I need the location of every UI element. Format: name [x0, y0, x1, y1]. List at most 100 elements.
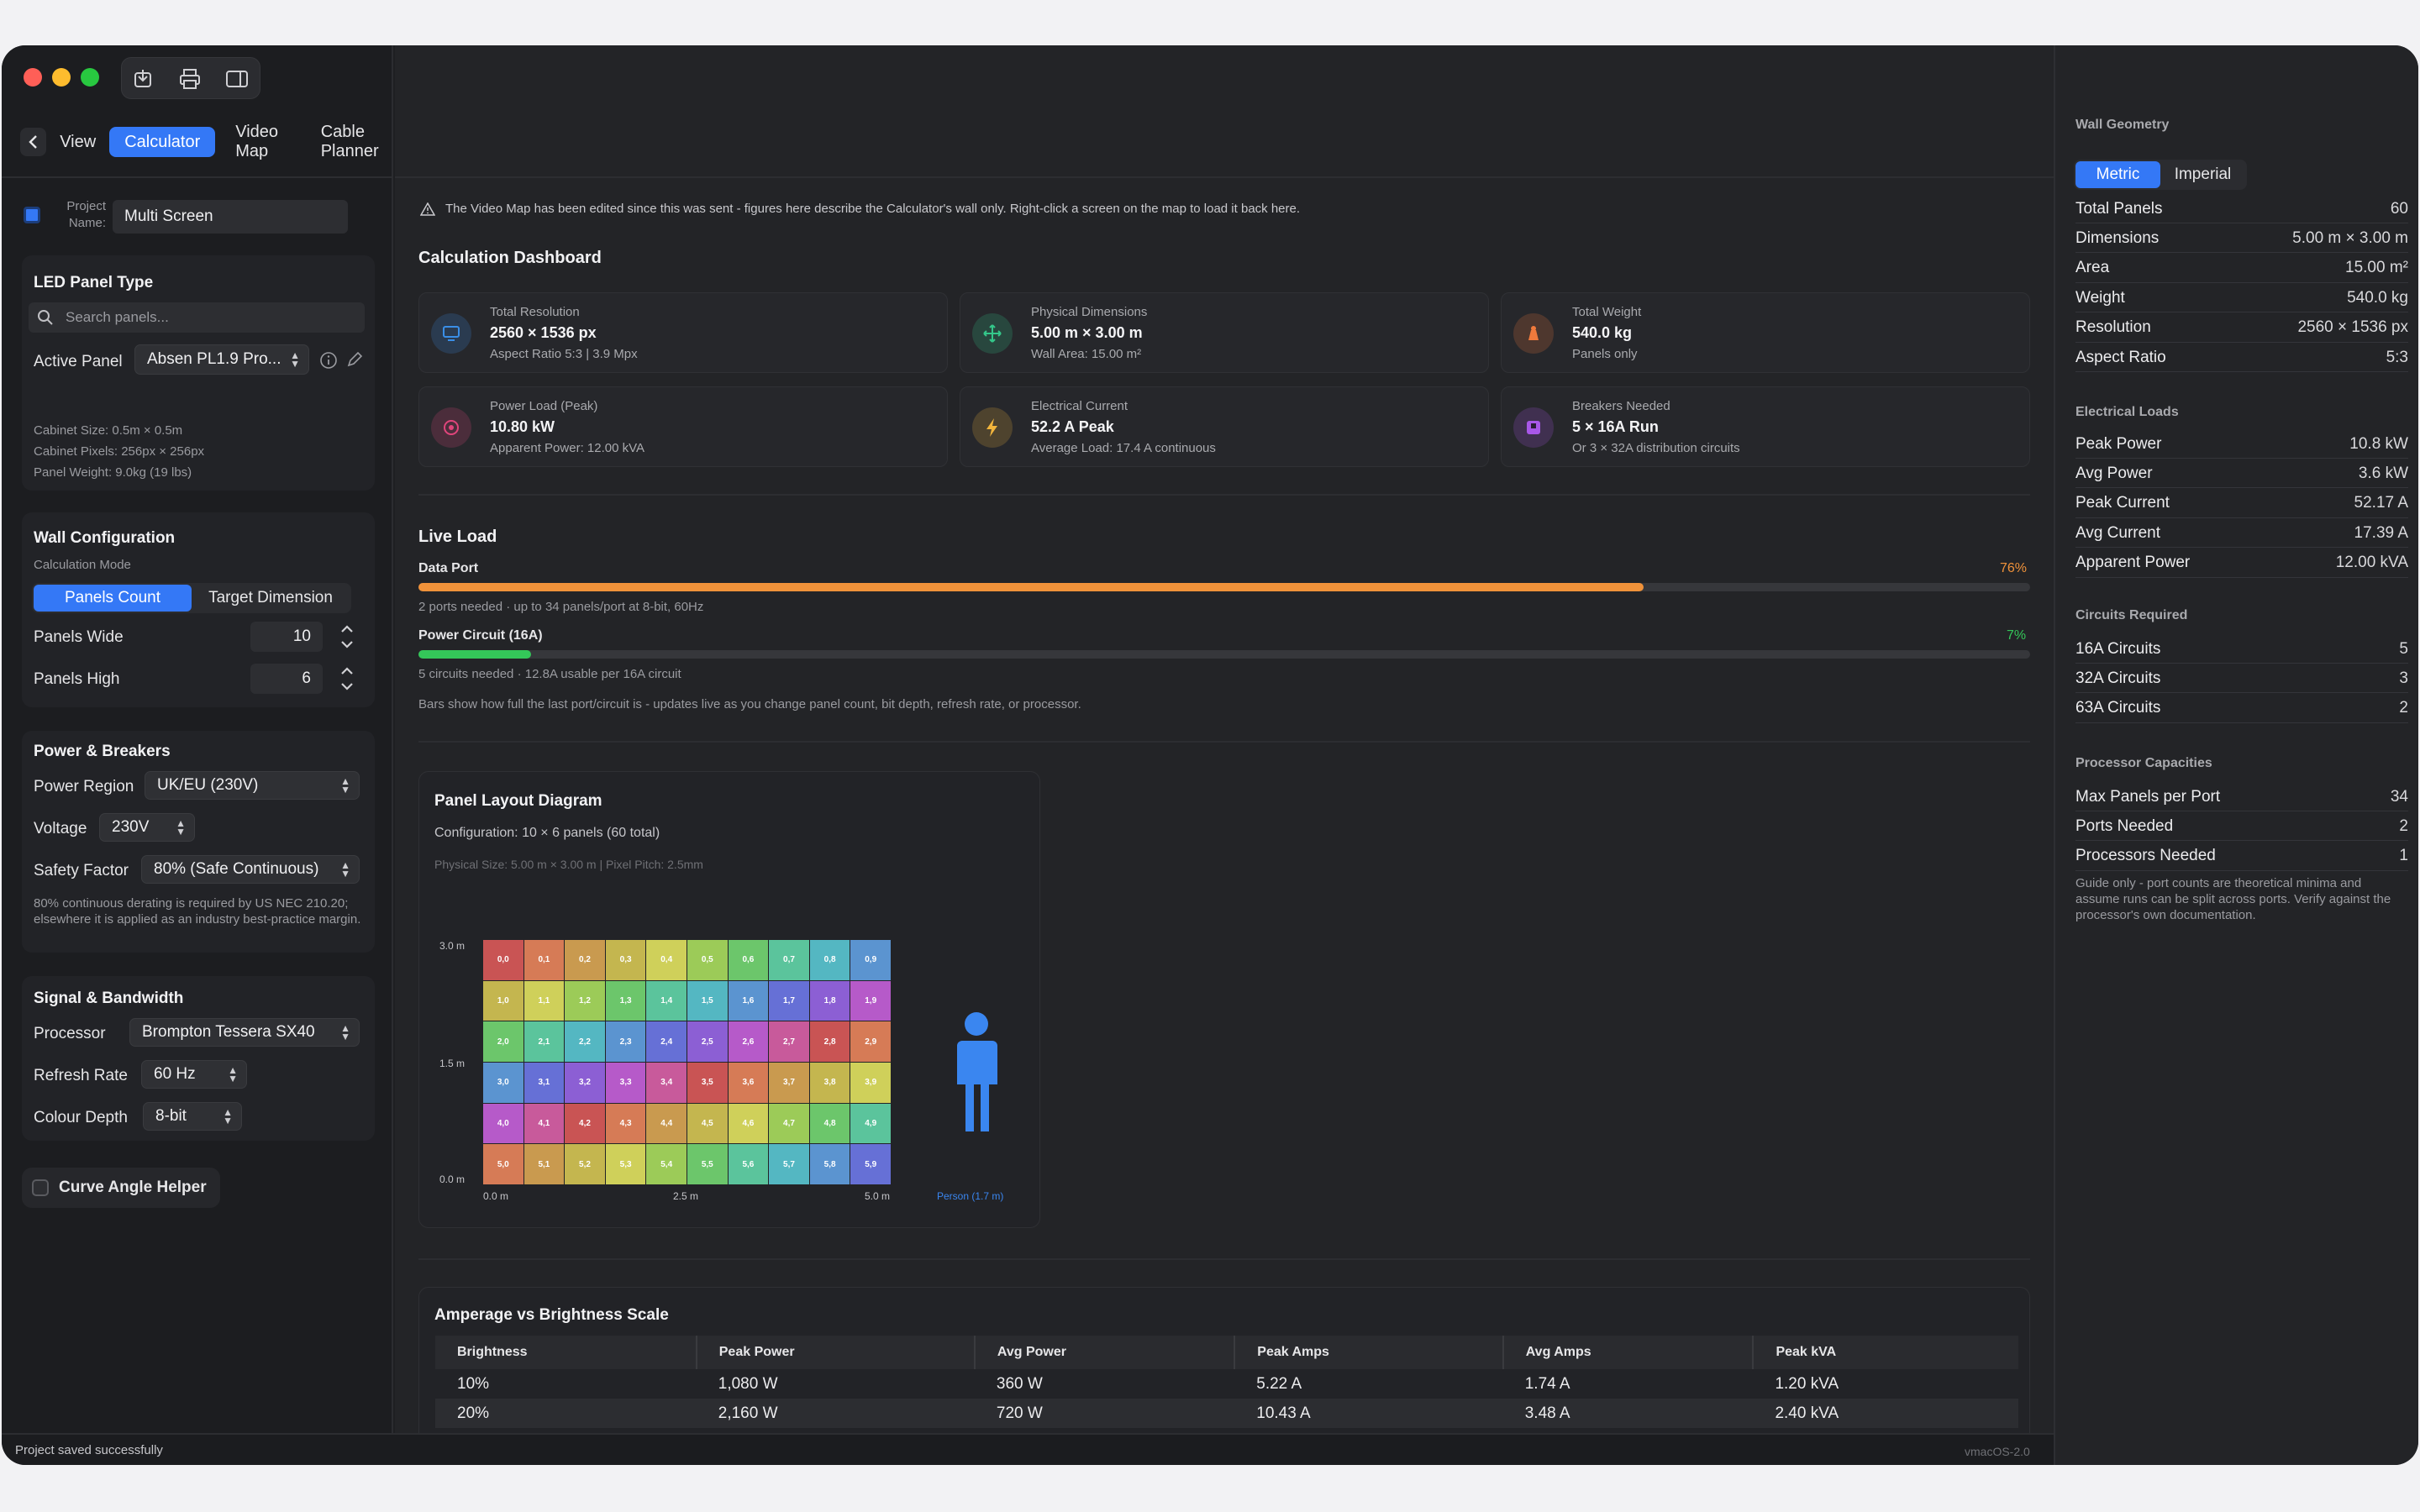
panel-cell[interactable]: 5,2 [565, 1144, 605, 1184]
panel-cell[interactable]: 5,0 [483, 1144, 523, 1184]
panel-cell[interactable]: 4,2 [565, 1103, 605, 1144]
panel-cell[interactable]: 3,8 [809, 1063, 850, 1103]
project-checkbox[interactable] [24, 207, 40, 223]
print-icon[interactable] [176, 65, 204, 93]
mode-target-dimension[interactable]: Target Dimension [208, 589, 333, 606]
panel-cell[interactable]: 1,6 [728, 980, 769, 1021]
panel-cell[interactable]: 3,2 [565, 1063, 605, 1103]
panel-cell[interactable]: 2,6 [728, 1021, 769, 1062]
panel-cell[interactable]: 0,3 [605, 940, 646, 980]
active-panel-select[interactable]: Absen PL1.9 Pro... ▲ ▼ [134, 344, 309, 375]
panels-high-stepper[interactable] [338, 662, 356, 696]
panel-cell[interactable]: 2,3 [605, 1021, 646, 1062]
processor-select[interactable]: Brompton Tessera SX40 ▲ ▼ [129, 1018, 360, 1047]
panel-cell[interactable]: 1,4 [646, 980, 687, 1021]
panel-cell[interactable]: 0,7 [769, 940, 809, 980]
panel-cell[interactable]: 5,5 [687, 1144, 728, 1184]
panel-cell[interactable]: 1,7 [769, 980, 809, 1021]
panels-wide-field[interactable]: 10 [250, 622, 323, 652]
panel-cell[interactable]: 0,6 [728, 940, 769, 980]
panel-cell[interactable]: 2,5 [687, 1021, 728, 1062]
colour-depth-select[interactable]: 8-bit ▲ ▼ [143, 1102, 242, 1131]
panel-cell[interactable]: 3,4 [646, 1063, 687, 1103]
panels-wide-stepper[interactable] [338, 620, 356, 654]
panel-cell[interactable]: 5,8 [809, 1144, 850, 1184]
panel-cell[interactable]: 5,3 [605, 1144, 646, 1184]
panel-cell[interactable]: 3,3 [605, 1063, 646, 1103]
panel-cell[interactable]: 4,6 [728, 1103, 769, 1144]
edit-pencil-icon[interactable] [345, 351, 363, 370]
panel-cell[interactable]: 1,3 [605, 980, 646, 1021]
column-header[interactable]: Avg Amps [1502, 1336, 1754, 1369]
column-header[interactable]: Brightness [435, 1336, 697, 1369]
voltage-select[interactable]: 230V ▲ ▼ [99, 813, 195, 842]
panel-cell[interactable]: 3,0 [483, 1063, 523, 1103]
panel-cell[interactable]: 4,1 [523, 1103, 565, 1144]
unit-metric[interactable]: Metric [2075, 161, 2160, 188]
column-header[interactable]: Peak kVA [1752, 1336, 2018, 1369]
panel-cell[interactable]: 1,2 [565, 980, 605, 1021]
panel-cell[interactable]: 5,4 [646, 1144, 687, 1184]
panel-cell[interactable]: 2,1 [523, 1021, 565, 1062]
panel-cell[interactable]: 1,1 [523, 980, 565, 1021]
zoom-window-button[interactable] [81, 68, 99, 87]
column-header[interactable]: Peak Amps [1234, 1336, 1503, 1369]
panel-search-input[interactable]: Search panels... [29, 302, 365, 333]
panel-cell[interactable]: 3,7 [769, 1063, 809, 1103]
panel-cell[interactable]: 4,3 [605, 1103, 646, 1144]
panel-cell[interactable]: 1,0 [483, 980, 523, 1021]
column-header[interactable]: Avg Power [973, 1336, 1235, 1369]
panel-cell[interactable]: 0,9 [850, 940, 891, 980]
back-button[interactable] [20, 128, 47, 156]
panel-cell[interactable]: 1,5 [687, 980, 728, 1021]
panel-cell[interactable]: 0,4 [646, 940, 687, 980]
project-name-field[interactable]: Multi Screen [113, 200, 348, 234]
panel-cell[interactable]: 2,8 [809, 1021, 850, 1062]
panel-cell[interactable]: 1,8 [809, 980, 850, 1021]
curve-helper-row[interactable]: Curve Angle Helper [22, 1168, 220, 1208]
panel-cell[interactable]: 2,0 [483, 1021, 523, 1062]
panels-high-field[interactable]: 6 [250, 664, 323, 694]
panel-cell[interactable]: 5,7 [769, 1144, 809, 1184]
panel-cell[interactable]: 5,9 [850, 1144, 891, 1184]
panel-cell[interactable]: 4,8 [809, 1103, 850, 1144]
panel-cell[interactable]: 0,5 [687, 940, 728, 980]
panel-cell[interactable]: 2,2 [565, 1021, 605, 1062]
curve-helper-checkbox[interactable] [32, 1179, 49, 1196]
unit-imperial[interactable]: Imperial [2174, 165, 2232, 183]
panel-cell[interactable]: 0,2 [565, 940, 605, 980]
panel-cell[interactable]: 4,4 [646, 1103, 687, 1144]
sidebar-toggle-icon[interactable] [223, 65, 251, 93]
panel-cell[interactable]: 2,4 [646, 1021, 687, 1062]
panel-cell[interactable]: 5,1 [523, 1144, 565, 1184]
close-window-button[interactable] [24, 68, 42, 87]
panel-cell[interactable]: 4,9 [850, 1103, 891, 1144]
panel-cell[interactable]: 3,5 [687, 1063, 728, 1103]
column-header[interactable]: Peak Power [695, 1336, 975, 1369]
minimize-window-button[interactable] [52, 68, 71, 87]
tab-cable-planner[interactable]: Cable Planner [320, 123, 379, 160]
view-menu[interactable]: View [60, 132, 97, 151]
panel-cell[interactable]: 3,1 [523, 1063, 565, 1103]
panel-cell[interactable]: 0,8 [809, 940, 850, 980]
mode-panels-count[interactable]: Panels Count [34, 585, 192, 612]
panel-cell[interactable]: 4,0 [483, 1103, 523, 1144]
safety-factor-select[interactable]: 80% (Safe Continuous) ▲ ▼ [141, 855, 360, 884]
panel-cell[interactable]: 4,5 [687, 1103, 728, 1144]
panel-cell[interactable]: 3,9 [850, 1063, 891, 1103]
save-icon[interactable] [129, 65, 157, 93]
panel-cell[interactable]: 3,6 [728, 1063, 769, 1103]
panel-cell[interactable]: 0,0 [483, 940, 523, 980]
panel-cell[interactable]: 2,7 [769, 1021, 809, 1062]
panel-cell[interactable]: 0,1 [523, 940, 565, 980]
panel-cell[interactable]: 5,6 [728, 1144, 769, 1184]
power-region-select[interactable]: UK/EU (230V) ▲ ▼ [145, 771, 360, 800]
panel-cell[interactable]: 4,7 [769, 1103, 809, 1144]
inspector-key: Max Panels per Port [2075, 787, 2221, 806]
panel-cell[interactable]: 1,9 [850, 980, 891, 1021]
tab-video-map[interactable]: Video Map [235, 123, 279, 160]
refresh-rate-select[interactable]: 60 Hz ▲ ▼ [141, 1060, 247, 1089]
panel-cell[interactable]: 2,9 [850, 1021, 891, 1062]
tab-calculator[interactable]: Calculator [109, 127, 216, 157]
info-icon[interactable] [319, 351, 338, 370]
